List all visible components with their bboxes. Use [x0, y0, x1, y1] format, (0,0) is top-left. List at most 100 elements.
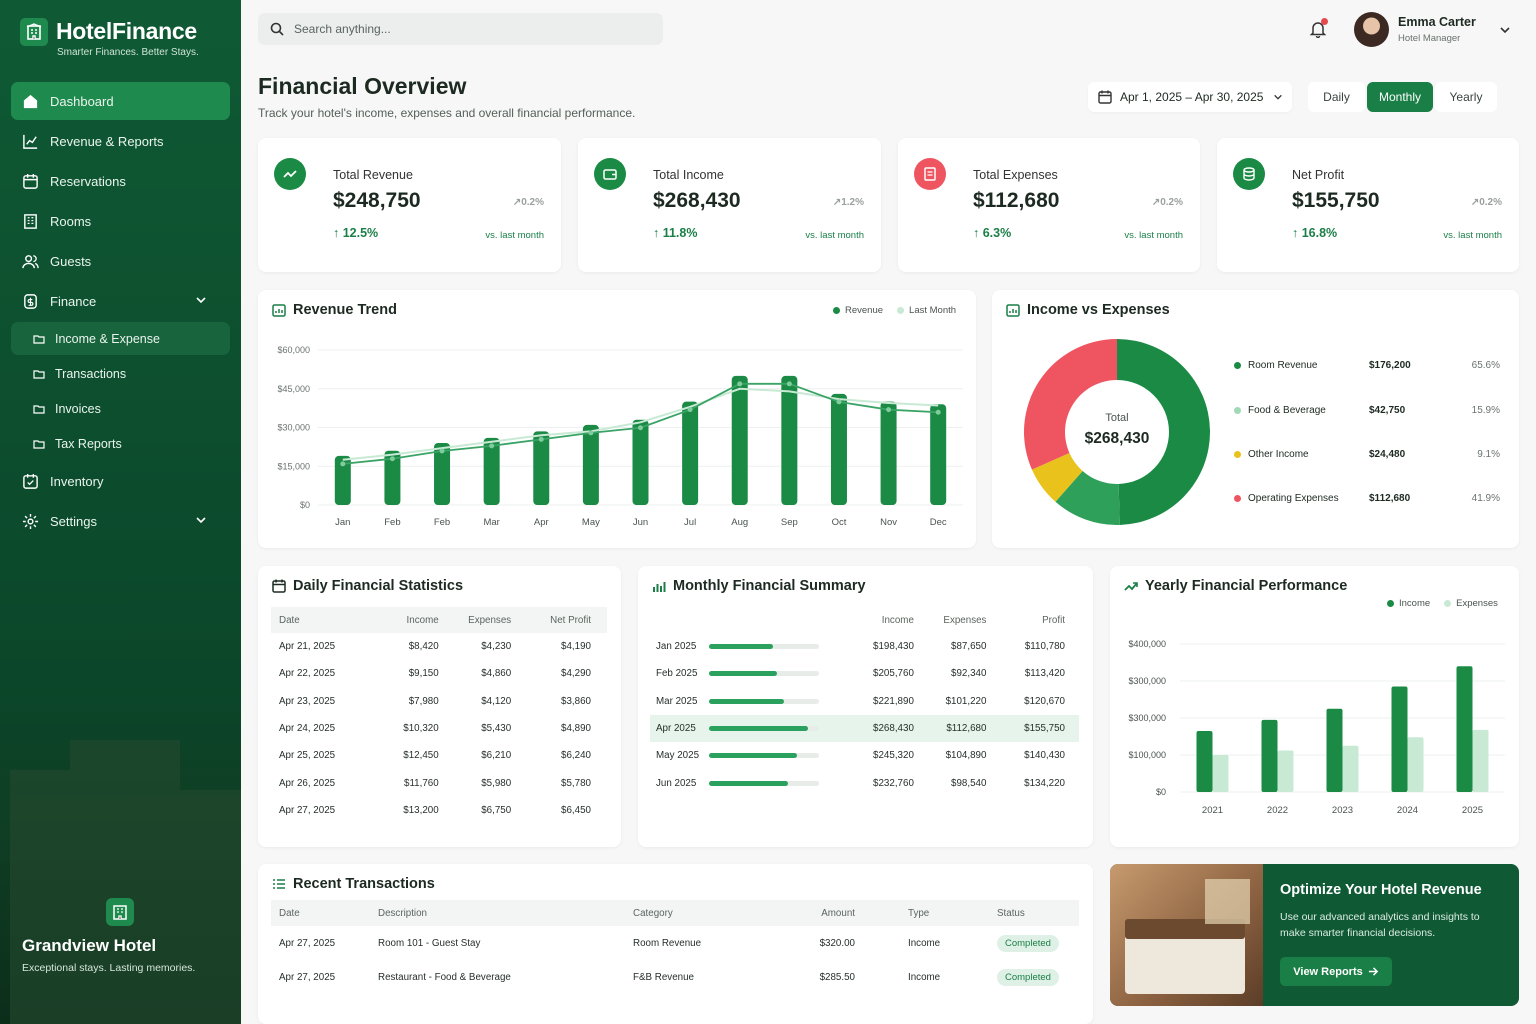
calendar-chart-icon [1006, 304, 1020, 317]
point-revenue [886, 407, 892, 413]
table-row[interactable]: Apr 27, 2025 Restaurant - Food & Beverage… [271, 960, 1079, 994]
table-row[interactable]: Apr 21, 2025 $8,420 $4,230 $4,190 [279, 641, 591, 653]
progress-bar [709, 725, 819, 731]
revenue-trend-chart: $60,000 $45,000 $30,000 $15,000 $0 Jan Feb Feb M… [277, 345, 963, 528]
donut-slice [1055, 470, 1120, 525]
sidebar-item-reservations[interactable]: Reservations [11, 162, 230, 200]
table-row[interactable]: Mar 2025 $221,890 $101,220 $120,670 [656, 695, 1065, 707]
bar-revenue [434, 443, 451, 505]
kpi-delta: ↑ 16.8% [1292, 226, 1338, 240]
bar-revenue [731, 375, 748, 505]
sidebar-item-label: Income & Expense [55, 331, 160, 346]
date-range-picker[interactable]: Apr 1, 2025 – Apr 30, 2025 [1088, 82, 1292, 112]
y-tick-label: $45,000 [277, 384, 310, 394]
building-icon [24, 213, 37, 229]
x-tick-label: Oct [832, 517, 847, 528]
bar-revenue [830, 393, 847, 505]
view-reports-button[interactable]: View Reports [1280, 957, 1392, 986]
table-row[interactable]: Apr 23, 2025 $7,980 $4,120 $3,860 [279, 695, 591, 707]
bar-revenue [930, 404, 947, 505]
chart-legend: Revenue Last Month [833, 305, 956, 316]
x-tick-label: Feb [434, 517, 450, 528]
legend-row: Other Income $24,480 9.1% [1234, 449, 1500, 460]
chevron-down-icon[interactable] [1499, 24, 1511, 36]
brand[interactable]: HotelFinance Smarter Finances. Better St… [20, 18, 199, 58]
table-row[interactable]: Apr 25, 2025 $12,450 $6,210 $6,240 [279, 750, 591, 762]
x-tick-label: Jul [684, 517, 696, 528]
sidebar-nav: Dashboard Revenue & Reports Reservations… [11, 82, 230, 542]
tab-daily[interactable]: Daily [1308, 82, 1365, 112]
table-row[interactable]: Apr 26, 2025 $11,760 $5,980 $5,780 [279, 777, 591, 789]
point-revenue [489, 443, 495, 449]
donut-total-value: $268,430 [1084, 430, 1150, 447]
kpi-delta: ↑ 12.5% [333, 226, 379, 240]
monthly-summary-card: Monthly Financial Summary Income Expense… [638, 566, 1093, 847]
point-revenue [538, 436, 544, 442]
card-title: Monthly Financial Summary [652, 578, 866, 594]
bar-revenue [533, 431, 550, 505]
kpi-sparkline: ↗0.2% [1151, 197, 1183, 208]
wallet-icon [594, 158, 626, 190]
tab-monthly[interactable]: Monthly [1367, 82, 1433, 112]
y-tick-label: $300,000 [1128, 676, 1166, 686]
sidebar-item-label: Rooms [50, 213, 92, 229]
arrow-right-icon [1368, 967, 1378, 976]
point-revenue [687, 407, 693, 413]
sidebar-item-tax-reports[interactable]: Tax Reports [11, 427, 230, 460]
sidebar-item-income-expense[interactable]: Income & Expense [11, 322, 230, 355]
chart-legend: Income Expenses [1387, 598, 1498, 609]
tab-yearly[interactable]: Yearly [1435, 82, 1497, 112]
kpi-label: Total Revenue [333, 168, 413, 182]
search-bar[interactable]: Search anything... [258, 13, 663, 45]
sidebar-item-settings[interactable]: Settings [11, 502, 230, 540]
x-tick-label: May [582, 517, 600, 528]
x-tick-label: Dec [930, 517, 947, 528]
bell-icon[interactable] [1309, 20, 1327, 38]
table-row[interactable]: Apr 22, 2025 $9,150 $4,860 $4,290 [279, 668, 591, 680]
avatar[interactable] [1354, 12, 1389, 47]
kpi-label: Total Expenses [973, 168, 1058, 182]
table-row[interactable]: May 2025 $245,320 $104,890 $140,430 [656, 750, 1065, 762]
point-revenue [836, 399, 842, 405]
x-tick-label: 2022 [1267, 805, 1288, 816]
list-icon [273, 879, 285, 889]
sidebar-item-revenue-reports[interactable]: Revenue & Reports [11, 122, 230, 160]
sidebar-item-inventory[interactable]: Inventory [11, 462, 230, 500]
donut-slice [1117, 339, 1211, 525]
monthly-summary-table: Income Expenses Profit Jan 2025 $198,430 $… [650, 607, 1079, 797]
sidebar-item-finance[interactable]: Finance [11, 282, 230, 320]
x-tick-label: 2024 [1397, 805, 1418, 816]
sidebar: HotelFinance Smarter Finances. Better St… [0, 0, 241, 1024]
donut-slice [1024, 339, 1117, 470]
point-revenue [737, 381, 743, 387]
sidebar-item-dashboard[interactable]: Dashboard [11, 82, 230, 120]
sidebar-item-label: Guests [50, 253, 92, 269]
brand-name: HotelFinance [56, 18, 197, 44]
legend-row: Room Revenue $176,200 65.6% [1234, 360, 1500, 371]
page-subtitle: Track your hotel's income, expenses and … [258, 106, 636, 120]
sidebar-item-label: Finance [50, 293, 97, 309]
legend-row: Operating Expenses $112,680 41.9% [1234, 493, 1500, 504]
sidebar-item-label: Invoices [55, 401, 101, 416]
kpi-delta: ↑ 11.8% [653, 226, 698, 240]
legend-row: Food & Beverage $42,750 15.9% [1234, 405, 1500, 416]
income-vs-expenses-card: Income vs Expenses Total $268,430 Room R… [992, 290, 1519, 548]
receipt-icon [914, 158, 946, 190]
gear-icon [22, 513, 39, 529]
table-row[interactable]: Feb 2025 $205,760 $92,340 $113,420 [656, 668, 1065, 680]
chart-icon [23, 134, 38, 149]
table-row[interactable]: Apr 27, 2025 $13,200 $6,750 $6,450 [279, 804, 591, 816]
sidebar-item-rooms[interactable]: Rooms [11, 202, 230, 240]
sidebar-item-label: Settings [50, 513, 97, 529]
table-row[interactable]: Jun 2025 $232,760 $98,540 $134,220 [656, 777, 1065, 789]
bar-income [1196, 730, 1213, 792]
sidebar-item-guests[interactable]: Guests [11, 242, 230, 280]
table-row[interactable]: Apr 24, 2025 $10,320 $5,430 $4,890 [279, 723, 591, 735]
sidebar-item-label: Tax Reports [55, 436, 122, 451]
search-input[interactable]: Search anything... [294, 22, 391, 36]
sidebar-item-transactions[interactable]: Transactions [11, 357, 230, 390]
sidebar-item-invoices[interactable]: Invoices [11, 392, 230, 425]
table-row[interactable]: Apr 27, 2025 Room 101 - Guest Stay Room Re… [271, 926, 1079, 960]
table-row[interactable]: Jan 2025 $198,430 $87,650 $110,780 [656, 641, 1065, 653]
table-row[interactable]: Apr 2025 $268,430 $112,680 $155,750 [650, 714, 1079, 743]
